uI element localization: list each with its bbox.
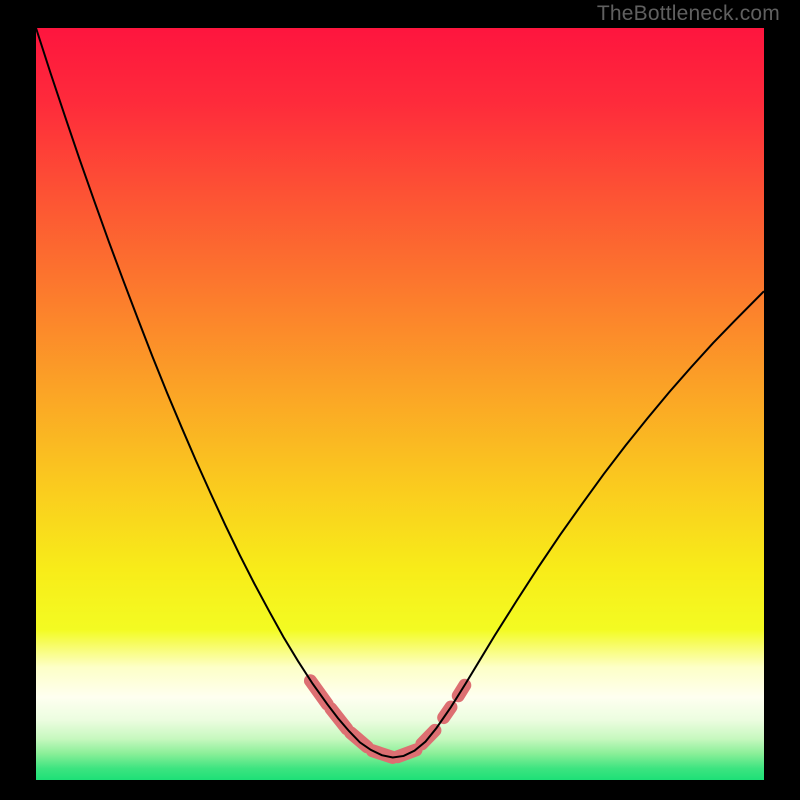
- bottleneck-chart: [0, 0, 800, 800]
- chart-stage: TheBottleneck.com: [0, 0, 800, 800]
- watermark-text: TheBottleneck.com: [597, 2, 780, 26]
- gradient-background: [36, 28, 764, 780]
